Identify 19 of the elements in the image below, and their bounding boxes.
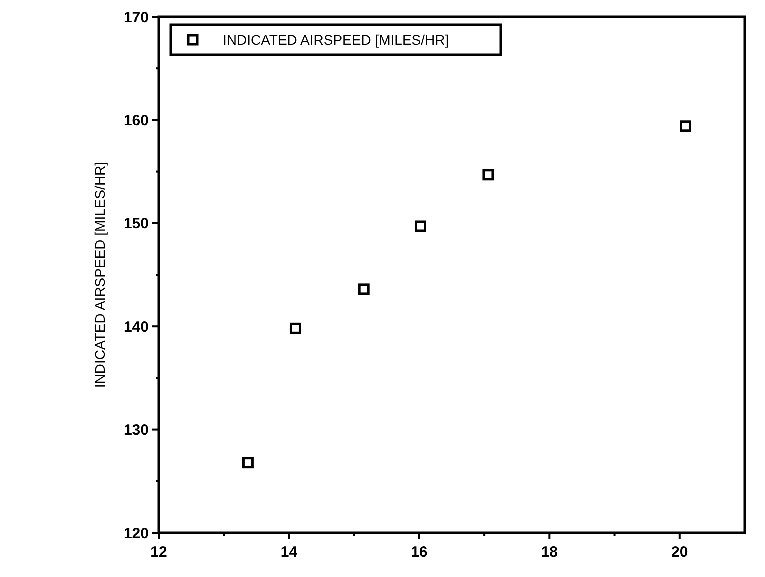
x-tick-label: 14 bbox=[280, 544, 298, 561]
x-tick-label: 12 bbox=[150, 544, 168, 561]
point bbox=[290, 322, 302, 334]
x-tick-label: 16 bbox=[411, 544, 428, 561]
legend-label: INDICATED AIRSPEED [MILES/HR] bbox=[223, 32, 450, 48]
point bbox=[482, 169, 494, 181]
x-tick-label: 20 bbox=[672, 544, 688, 561]
y-tick-label: 150 bbox=[124, 216, 149, 233]
point bbox=[680, 120, 692, 132]
y-axis-title: INDICATED AIRSPEED [MILES/HR] bbox=[92, 162, 108, 388]
y-tick-label: 130 bbox=[124, 422, 149, 440]
y-tick-label: 120 bbox=[124, 525, 149, 542]
point bbox=[242, 457, 254, 469]
point bbox=[414, 220, 426, 232]
y-tick-label: 160 bbox=[124, 112, 149, 130]
x-tick-label: 18 bbox=[541, 544, 558, 561]
y-tick-label: 170 bbox=[124, 9, 149, 26]
y-tick-label: 140 bbox=[124, 318, 149, 336]
point bbox=[358, 284, 370, 296]
